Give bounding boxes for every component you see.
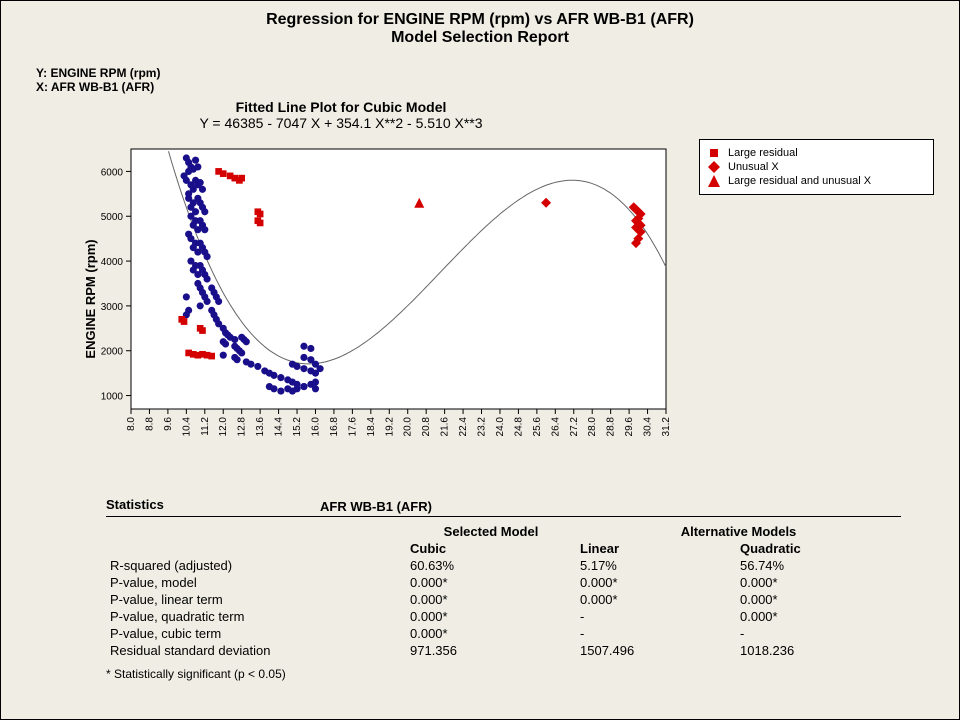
legend-label: Unusual X [728,161,779,173]
chart-svg: 1000 2000 3000 4000 5000 6000 8.0 8.8 9.6 10.4 11.… [76,139,676,459]
svg-text:18.4: 18.4 [366,417,377,437]
legend-item: Large residual [708,146,925,160]
stat-label: P-value, linear term [106,591,406,608]
svg-text:30.4: 30.4 [643,417,654,437]
stats-col-linear: Linear [576,540,736,557]
svg-text:19.2: 19.2 [384,417,395,437]
axis-variable-note: Y: ENGINE RPM (rpm) X: AFR WB-B1 (AFR) [36,66,160,94]
svg-text:13.6: 13.6 [255,417,266,437]
chart-legend: Large residual Unusual X Large residual an… [699,139,934,195]
table-row: Residual standard deviation 971.356 1507… [106,642,901,659]
legend-item: Large residual and unusual X [708,174,925,188]
legend-item: Unusual X [708,160,925,174]
stat-selected-value: 60.63% [406,557,576,574]
stat-label: P-value, quadratic term [106,608,406,625]
legend-label: Large residual and unusual X [728,175,871,187]
y-variable-note: Y: ENGINE RPM (rpm) [36,66,160,80]
svg-text:21.6: 21.6 [440,417,451,437]
stats-group-alternative: Alternative Models [576,523,901,540]
svg-text:15.2: 15.2 [292,417,303,437]
stat-label: P-value, model [106,574,406,591]
svg-text:1000: 1000 [101,392,124,403]
svg-text:9.6: 9.6 [163,417,174,431]
svg-text:12.8: 12.8 [237,417,248,437]
svg-text:8.8: 8.8 [144,417,155,431]
svg-text:20.8: 20.8 [421,417,432,437]
svg-text:28.8: 28.8 [606,417,617,437]
svg-text:10.4: 10.4 [181,417,192,437]
stat-alt1-value: 0.000* [576,574,736,591]
stats-divider [106,516,901,517]
chart-equation: Y = 46385 - 7047 X + 354.1 X**2 - 5.510 … [1,115,681,131]
svg-text:28.0: 28.0 [587,417,598,437]
table-row: P-value, quadratic term 0.000* - 0.000* [106,608,901,625]
stat-alt2-value: - [736,625,901,642]
svg-text:16.0: 16.0 [310,417,321,437]
svg-text:16.8: 16.8 [329,417,340,437]
y-axis-label: ENGINE RPM (rpm) [83,239,98,358]
stats-col-quadratic: Quadratic [736,540,901,557]
page-title-line1: Regression for ENGINE RPM (rpm) vs AFR W… [1,1,959,29]
stat-alt1-value: 1507.496 [576,642,736,659]
stat-alt1-value: 5.17% [576,557,736,574]
triangle-icon [708,175,720,187]
stat-selected-value: 971.356 [406,642,576,659]
stats-footnote: * Statistically significant (p < 0.05) [106,667,901,681]
stat-alt2-value: 1018.236 [736,642,901,659]
stat-label: Residual standard deviation [106,642,406,659]
stat-selected-value: 0.000* [406,591,576,608]
table-row: P-value, model 0.000* 0.000* 0.000* [106,574,901,591]
stat-label: P-value, cubic term [106,625,406,642]
stat-alt2-value: 0.000* [736,591,901,608]
svg-text:29.6: 29.6 [624,417,635,437]
stat-alt1-value: - [576,625,736,642]
svg-text:31.2: 31.2 [661,417,672,437]
chart-title: Fitted Line Plot for Cubic Model [1,99,681,115]
svg-text:12.0: 12.0 [218,417,229,437]
stat-alt2-value: 56.74% [736,557,901,574]
diamond-icon [708,161,720,173]
stat-alt2-value: 0.000* [736,608,901,625]
stats-group-selected: Selected Model [406,523,576,540]
stat-alt1-value: - [576,608,736,625]
table-row: R-squared (adjusted) 60.63% 5.17% 56.74% [106,557,901,574]
svg-text:25.6: 25.6 [532,417,543,437]
svg-text:4000: 4000 [101,257,124,268]
svg-text:8.0: 8.0 [126,417,137,431]
page-title-line2: Model Selection Report [1,29,959,47]
square-icon [708,147,720,159]
svg-text:22.4: 22.4 [458,417,469,437]
svg-text:20.0: 20.0 [403,417,414,437]
statistics-table: Selected Model Alternative Models Cubic … [106,523,901,659]
statistics-block: Statistics Selected Model Alternative Mo… [106,497,901,681]
table-row: P-value, linear term 0.000* 0.000* 0.000… [106,591,901,608]
svg-text:23.2: 23.2 [477,417,488,437]
stat-alt1-value: 0.000* [576,591,736,608]
chart-header: Fitted Line Plot for Cubic Model Y = 463… [1,99,681,131]
stats-col-cubic: Cubic [406,540,576,557]
legend-label: Large residual [728,147,798,159]
svg-text:2000: 2000 [101,347,124,358]
stat-selected-value: 0.000* [406,608,576,625]
svg-text:6000: 6000 [101,167,124,178]
stat-label: R-squared (adjusted) [106,557,406,574]
svg-text:5000: 5000 [101,212,124,223]
svg-text:26.4: 26.4 [550,417,561,437]
svg-text:11.2: 11.2 [200,417,211,436]
stat-alt2-value: 0.000* [736,574,901,591]
svg-text:14.4: 14.4 [274,417,285,437]
table-row: P-value, cubic term 0.000* - - [106,625,901,642]
svg-text:3000: 3000 [101,302,124,313]
report-page: Regression for ENGINE RPM (rpm) vs AFR W… [0,0,960,720]
svg-text:17.6: 17.6 [347,417,358,437]
scatter-chart: ENGINE RPM (rpm) AFR WB-B1 (AFR) 1000200… [76,139,676,459]
x-variable-note: X: AFR WB-B1 (AFR) [36,80,160,94]
stat-selected-value: 0.000* [406,625,576,642]
svg-text:24.0: 24.0 [495,417,506,437]
statistics-title: Statistics [106,497,901,512]
svg-text:27.2: 27.2 [569,417,580,437]
svg-text:24.8: 24.8 [513,417,524,437]
stat-selected-value: 0.000* [406,574,576,591]
